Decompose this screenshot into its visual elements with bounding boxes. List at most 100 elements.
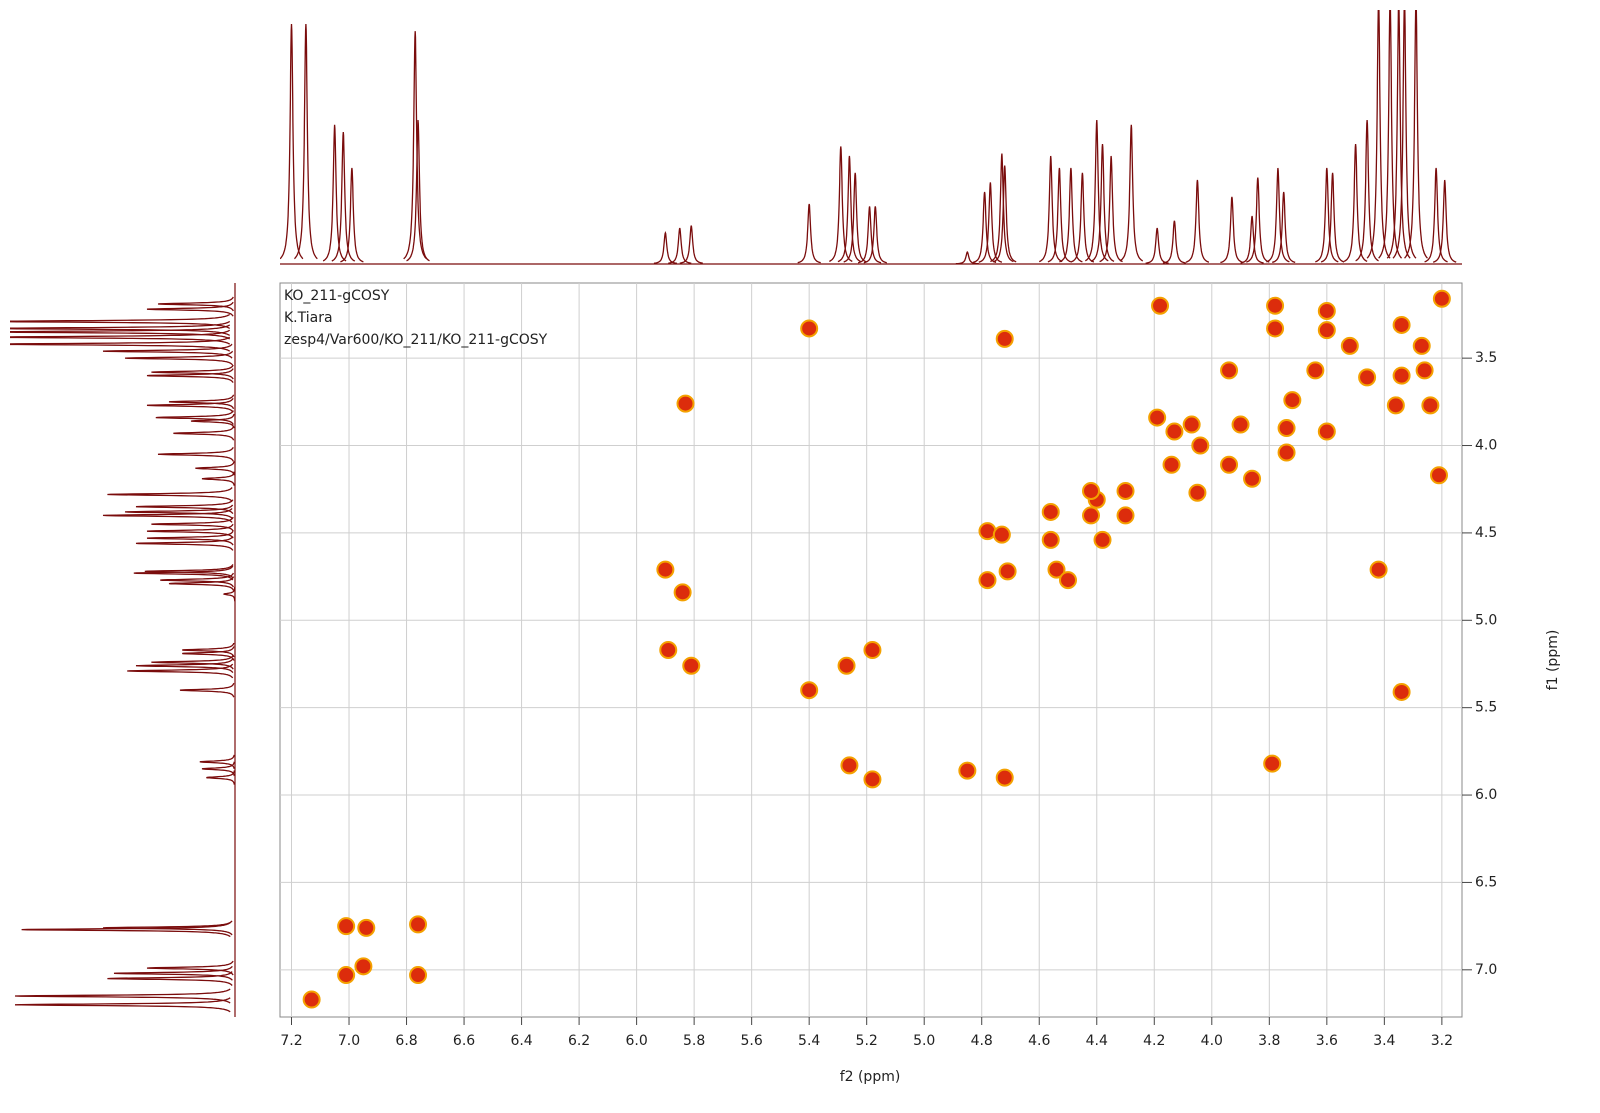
y-axis-label: f1 (ppm) [1545,630,1561,691]
projection-peak [1038,155,1063,263]
x-axis-label: f2 (ppm) [840,1069,901,1085]
projection-peak [146,530,234,546]
projection-peak [182,642,235,658]
projection-peak [1070,172,1095,263]
cross-peak [302,990,321,1009]
cross-peak [1243,469,1262,488]
x-tick-label: 3.2 [1431,1033,1453,1049]
projection-peak [146,960,234,976]
x-tick-label: 5.6 [741,1033,763,1049]
cross-peak [998,562,1017,581]
x-tick-label: 6.6 [453,1033,475,1049]
cross-peak [1266,296,1285,315]
cross-peak [1421,396,1440,415]
cross-peak [409,966,428,985]
projection-peak [102,920,233,936]
cross-peak [354,957,373,976]
projection-peak [135,499,234,514]
x-tick-label: 5.2 [856,1033,878,1049]
y-tick-label: 5.5 [1475,700,1497,716]
projection-peak [992,165,1017,263]
projection-peak [146,398,234,413]
x-tick-label: 5.8 [683,1033,705,1049]
projection-peak [157,447,234,462]
projection-peak [179,682,235,698]
projection-peak [14,988,231,1004]
projection-peak [1320,172,1345,263]
cross-peak [1369,560,1388,579]
x-tick-label: 3.8 [1258,1033,1280,1049]
cross-peak [1283,391,1302,410]
cross-peak [659,641,678,659]
projection-peak [190,413,235,429]
cross-peak [337,917,356,936]
projection-peak [10,336,231,352]
cross-peak [1386,396,1405,415]
projection-peak [1432,179,1457,263]
y-tick-label: 4.0 [1475,438,1497,454]
cross-peak [1116,481,1135,500]
projection-peak [1119,124,1144,262]
projection-peak [1392,10,1417,259]
cross-peak [357,918,376,937]
x-tick-label: 4.0 [1201,1033,1223,1049]
projection-peak [280,23,304,260]
x-tick-label: 3.4 [1373,1033,1395,1049]
cross-peak [676,394,695,413]
projection-peak [1162,220,1186,264]
x-tick-label: 6.2 [568,1033,590,1049]
projection-peak [403,31,428,260]
x-tick-label: 5.4 [798,1033,820,1049]
x-tick-label: 4.2 [1143,1033,1165,1049]
x-tick-label: 4.8 [971,1033,993,1049]
projection-peak [837,155,862,263]
cross-peak [1191,436,1210,455]
projection-peak [201,471,235,486]
projection-peak [195,461,235,476]
projection-peak [653,230,677,264]
annotation: zesp4/Var600/KO_211/KO_211-gCOSY [284,332,548,348]
projection-peak [146,523,234,539]
projection-peak [14,997,231,1013]
projection-peak [113,966,233,981]
projection-peak [989,153,1014,263]
y-tick-label: 7.0 [1475,962,1497,978]
projection-peak [151,364,234,380]
projection-peak [294,23,318,260]
projection-peak [1047,167,1072,263]
cross-peak [1432,289,1451,308]
x-tick-label: 6.0 [625,1033,647,1049]
projection-peak [978,182,1003,263]
projection-peak [10,320,231,337]
projection-peak [331,131,356,262]
cross-peak [1266,319,1285,338]
projection-peak [135,536,234,551]
projection-peak [182,646,235,661]
cross-peak [978,571,997,590]
cross-peak [1317,321,1336,340]
cross-peak [1047,560,1066,579]
projection-peak [10,324,231,340]
cross-peak [958,761,977,780]
cross-peak [1392,682,1411,701]
projection-peak [1404,10,1428,259]
cross-peak [656,560,675,579]
cross-peak [1041,502,1060,521]
projection-peak [124,504,234,520]
x-tick-label: 5.0 [913,1033,935,1049]
projection-peak [1185,179,1210,263]
cross-peak [1182,415,1201,434]
cross-peak [1340,336,1359,355]
projection-peak [201,761,235,777]
x-tick-label: 7.2 [280,1033,302,1049]
cross-peak [1093,530,1112,549]
cross-peak [1188,483,1207,502]
cross-peak [863,770,882,789]
cross-peak [1277,443,1296,462]
cross-peak [1059,571,1077,590]
projection-peak [1266,167,1290,263]
cross-peak [1392,315,1411,334]
projection-peak [107,486,233,502]
